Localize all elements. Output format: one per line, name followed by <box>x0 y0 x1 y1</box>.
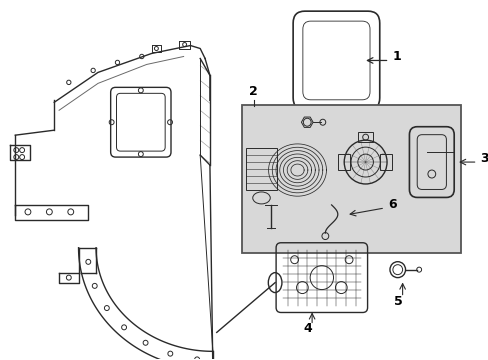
Bar <box>357 132 373 142</box>
Text: 3: 3 <box>480 152 488 165</box>
Text: 4: 4 <box>303 323 312 336</box>
Bar <box>242 105 460 253</box>
Bar <box>245 148 277 190</box>
Text: 2: 2 <box>249 85 258 98</box>
Text: 1: 1 <box>391 50 400 63</box>
Bar <box>380 154 391 170</box>
Text: 5: 5 <box>393 294 402 307</box>
Text: 6: 6 <box>387 198 396 211</box>
Bar <box>338 154 349 170</box>
